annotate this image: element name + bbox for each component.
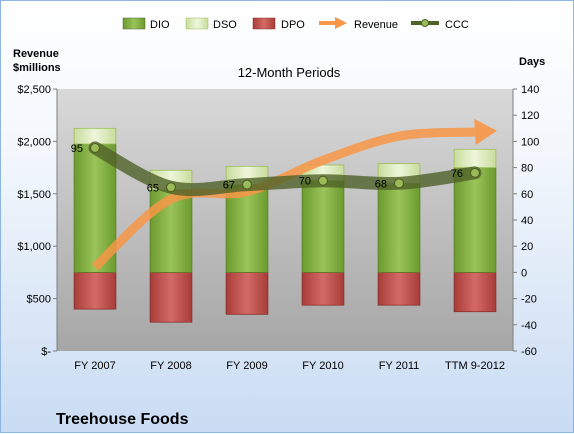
category-label: FY 2008 [150, 360, 191, 372]
left-axis-title-line1: Revenue [13, 48, 59, 60]
ccc-data-label: 70 [299, 176, 311, 188]
bar-dpo [73, 271, 117, 310]
ccc-layer: 95 65 67 70 68 76 [71, 141, 482, 197]
ccc-marker [165, 182, 177, 193]
legend-label-ccc: CCC [445, 19, 469, 31]
left-tick-label: $1,000 [17, 241, 51, 253]
legend-label-dso: DSO [213, 19, 237, 31]
ccc-data-label: 95 [71, 143, 83, 155]
right-tick-label: 20 [521, 241, 533, 253]
left-tick-label: $2,500 [17, 84, 51, 96]
ccc-marker [469, 167, 481, 178]
ccc-marker [89, 142, 101, 154]
category-label: FY 2007 [74, 360, 115, 372]
bar-dso [453, 148, 497, 168]
legend-label-revenue: Revenue [354, 19, 398, 31]
left-tick-label: $500 [27, 294, 51, 306]
category-label: TTM 9-2012 [445, 360, 505, 372]
bar-dpo [453, 271, 497, 313]
ccc-line [88, 141, 482, 197]
bar-dpo [377, 271, 421, 306]
right-tick-label: 100 [521, 136, 539, 148]
category-labels: FY 2007 FY 2008 FY 2009 FY 2010 FY 2011 TTM 9… [74, 360, 505, 372]
right-tick-label: 80 [521, 163, 533, 175]
right-axis: -60 -40 -20 0 20 40 60 80 100 120 140 [512, 84, 539, 358]
right-tick-label: 40 [521, 215, 533, 227]
ccc-marker [241, 179, 253, 190]
ccc-marker [317, 175, 329, 186]
ccc-data-label: 67 [223, 180, 235, 192]
legend-swatch-ccc [411, 19, 439, 27]
company-name: Treehouse Foods [56, 411, 189, 428]
bar-dpo [225, 271, 269, 315]
bars [73, 127, 497, 323]
chart-subtitle: 12-Month Periods [238, 65, 341, 80]
category-label: FY 2011 [379, 360, 420, 372]
ccc-data-label: 65 [147, 182, 159, 194]
ccc-marker [393, 178, 405, 189]
category-label: FY 2009 [226, 360, 267, 372]
bar-dpo [149, 271, 193, 323]
category-label: FY 2010 [302, 360, 343, 372]
revenue-arrowhead [474, 118, 497, 145]
bar-dpo [301, 271, 345, 306]
legend-swatch-revenue [319, 17, 347, 29]
bar-dio [301, 180, 345, 273]
right-tick-label: -60 [521, 346, 537, 358]
legend-swatch-dpo [252, 17, 276, 30]
left-tick-label: $- [41, 346, 51, 358]
left-tick-label: $2,000 [17, 136, 51, 148]
left-axis-title-line2: $millions [13, 62, 61, 74]
right-tick-label: 140 [521, 84, 539, 96]
ccc-data-label: 76 [451, 168, 463, 180]
left-axis: $- $500 $1,000 $1,500 $2,000 $2,500 [17, 84, 58, 358]
ccc-data-label: 68 [375, 178, 387, 190]
legend: DIO DSO DPO Revenue CCC [122, 17, 469, 31]
right-tick-label: -40 [521, 320, 537, 332]
legend-label-dpo: DPO [281, 19, 305, 31]
legend-swatch-dso [185, 17, 209, 30]
right-tick-label: 60 [521, 189, 533, 201]
bar-dio [225, 184, 269, 273]
bar-dio [453, 167, 497, 273]
legend-swatch-dio [122, 17, 146, 30]
right-axis-title: Days [519, 56, 545, 68]
right-tick-label: 120 [521, 110, 539, 122]
right-tick-label: 0 [521, 267, 527, 279]
left-tick-label: $1,500 [17, 189, 51, 201]
legend-label-dio: DIO [150, 19, 170, 31]
right-tick-label: -20 [521, 294, 537, 306]
bar-dio [377, 182, 421, 273]
